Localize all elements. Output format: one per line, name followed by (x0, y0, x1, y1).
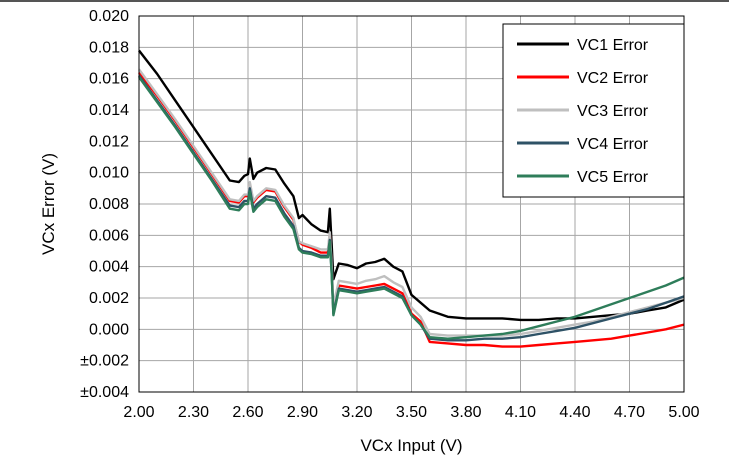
x-tick-label: 4.10 (505, 404, 536, 421)
legend-label-vc2: VC2 Error (577, 70, 649, 87)
x-tick-label: 4.40 (559, 404, 590, 421)
legend-label-vc3: VC3 Error (577, 103, 649, 120)
y-tick-label: 0.000 (89, 321, 129, 338)
x-tick-label: 3.20 (341, 404, 372, 421)
top-border-line (0, 0, 729, 2)
x-tick-label: 4.70 (614, 404, 645, 421)
x-tick-label: 2.30 (178, 404, 209, 421)
x-tick-label: 5.00 (668, 404, 699, 421)
series-line-vc5 (138, 76, 685, 340)
y-tick-label: ±0.004 (80, 384, 129, 401)
y-tick-label: ±0.002 (80, 353, 129, 370)
series-group (138, 49, 685, 348)
y-tick-label: 0.018 (89, 39, 129, 56)
series-line-vc1 (138, 49, 685, 322)
x-tick-label: 2.00 (123, 404, 154, 421)
y-tick-label: 0.006 (89, 227, 129, 244)
legend-items: VC1 Error VC2 Error VC3 Error VC4 Error VC5 … (517, 37, 649, 186)
y-tick-label: 0.016 (89, 71, 129, 88)
y-axis-title: VCx Error (V) (39, 153, 58, 255)
x-tick-label: 2.60 (232, 404, 263, 421)
y-tick-label: 0.014 (89, 102, 129, 119)
legend-label-vc1: VC1 Error (577, 37, 649, 54)
y-tick-label: 0.008 (89, 196, 129, 213)
legend-label-vc4: VC4 Error (577, 136, 649, 153)
legend-label-vc5: VC5 Error (577, 169, 649, 186)
x-tick-label: 3.80 (450, 404, 481, 421)
x-tick-label: 2.90 (287, 404, 318, 421)
x-tick-labels: 2.00 2.30 2.60 2.90 3.20 3.50 3.80 4.10 4.40 4.70… (123, 404, 699, 421)
legend: VC1 Error VC2 Error VC3 Error VC4 Error VC5 … (502, 23, 685, 198)
y-tick-label: 0.002 (89, 290, 129, 307)
y-tick-label: 0.020 (89, 8, 129, 25)
y-tick-label: 0.012 (89, 133, 129, 150)
x-axis-title: VCx Input (V) (360, 436, 462, 455)
y-tick-label: 0.004 (89, 259, 129, 276)
plot-area-border (138, 15, 685, 393)
y-tick-label: 0.010 (89, 165, 129, 182)
x-tick-label: 3.50 (396, 404, 427, 421)
y-tick-labels: 0.020 0.018 0.016 0.014 0.012 0.010 0.008 0.006… (80, 8, 129, 401)
